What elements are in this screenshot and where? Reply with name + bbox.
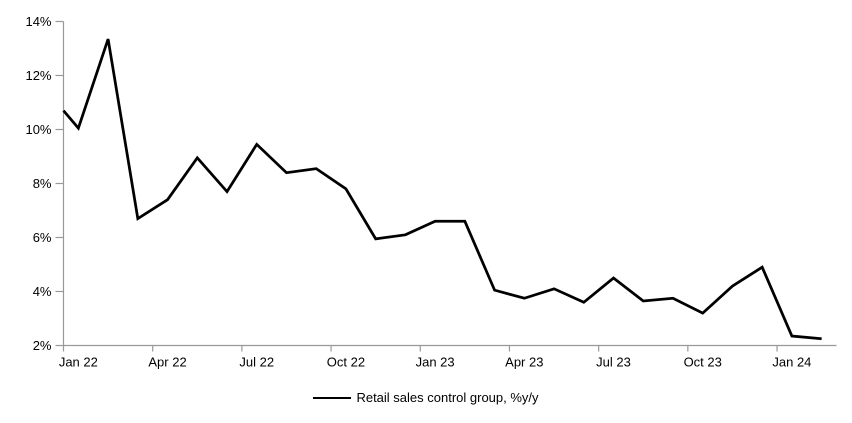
legend: Retail sales control group, %y/y: [0, 390, 852, 405]
x-tick-label: Oct 23: [684, 355, 722, 370]
y-tick-label: 14%: [25, 14, 51, 29]
x-tick-label: Jan 22: [59, 355, 98, 370]
x-tick-label: Apr 23: [505, 355, 543, 370]
y-tick-label: 8%: [33, 176, 52, 191]
line-plot-canvas: 2% 4% 6% 8% 10% 12% 14% Jan 22 Apr 22 Jul 22 Oct 2…: [25, 14, 837, 370]
y-tick-label: 4%: [33, 284, 52, 299]
x-tick-label: Jan 23: [416, 355, 455, 370]
y-tick-label: 6%: [33, 230, 52, 245]
legend-label: Retail sales control group, %y/y: [356, 390, 539, 405]
y-tick-label: 10%: [25, 122, 51, 137]
y-tick-label: 2%: [33, 338, 52, 353]
x-tick-label: Apr 22: [148, 355, 186, 370]
x-tick-label: Jul 23: [596, 355, 631, 370]
x-tick-label: Jan 24: [772, 355, 811, 370]
y-tick-label: 12%: [25, 68, 51, 83]
legend-line-swatch: [313, 396, 352, 399]
x-tick-label: Jul 22: [239, 355, 274, 370]
x-tick-label: Oct 22: [327, 355, 365, 370]
series-line-retail-sales: [62, 38, 822, 341]
